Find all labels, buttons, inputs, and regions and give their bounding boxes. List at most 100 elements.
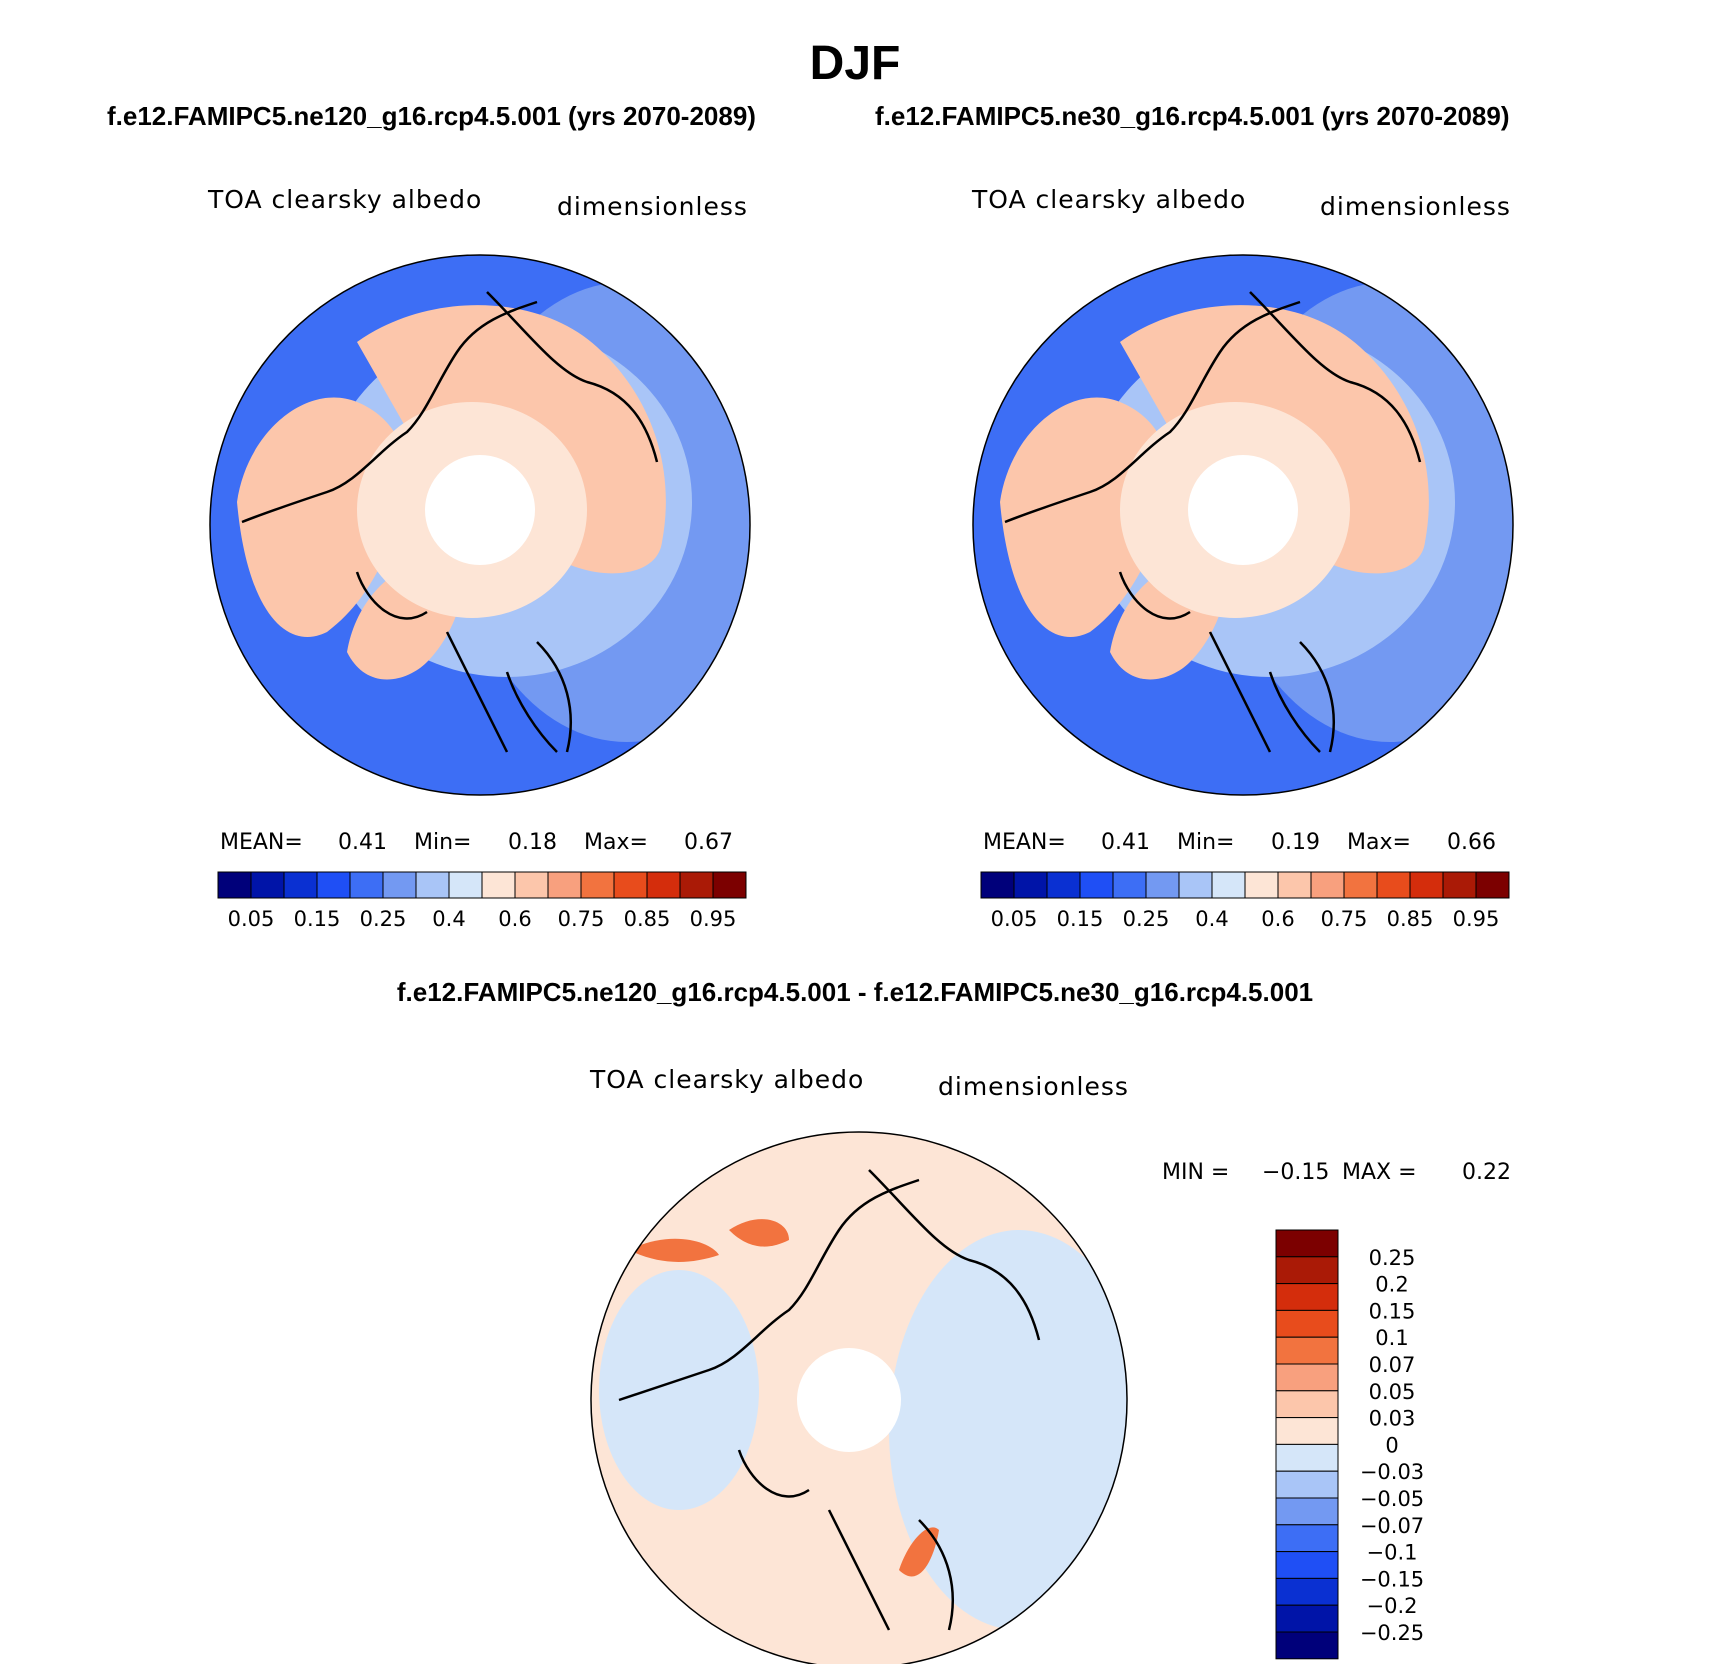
difference-colorbar-tick-label: −0.25 — [1360, 1621, 1424, 1645]
panel1-colorbar-swatch — [217, 871, 252, 899]
difference-colorbar-tick-label: 0.07 — [1369, 1353, 1416, 1377]
panel1-colorbar-tick-label: 0.05 — [228, 907, 275, 931]
panel2-colorbar-tick-label: 0.25 — [1123, 907, 1170, 931]
difference-colorbar-swatch — [1275, 1229, 1339, 1258]
difference-colorbar-swatch — [1275, 1363, 1339, 1392]
panel1-min-value: 0.18 — [508, 830, 557, 855]
difference-colorbar-tick-label: 0.1 — [1375, 1326, 1408, 1350]
difference-colorbar-tick-label: −0.15 — [1360, 1567, 1424, 1591]
pole-hole — [1188, 455, 1298, 565]
panel1-colorbar-swatch — [415, 871, 450, 899]
panel1-colorbar-tick-label: 0.75 — [558, 907, 605, 931]
panel1-polar-map — [209, 254, 751, 796]
panel1-mean-value: 0.41 — [338, 830, 387, 855]
panel2-colorbar-swatch — [1013, 871, 1048, 899]
panel2-colorbar-swatch — [1178, 871, 1213, 899]
panel1-colorbar-swatch — [250, 871, 285, 899]
difference-colorbar-tick-label: 0.03 — [1369, 1407, 1416, 1431]
pole-hole — [797, 1348, 901, 1452]
difference-colorbar-swatch — [1275, 1604, 1339, 1633]
panel1-colorbar-swatch — [316, 871, 351, 899]
difference-colorbar-swatch — [1275, 1443, 1339, 1472]
panel2-colorbar-swatch — [1079, 871, 1114, 899]
panel1-colorbar-swatch — [514, 871, 549, 899]
panel2-polar-map — [972, 254, 1514, 796]
panel2-colorbar-swatch — [1376, 871, 1411, 899]
panel1-colorbar-swatch — [712, 871, 747, 899]
difference-colorbar-swatch — [1275, 1390, 1339, 1419]
negative-field — [599, 1270, 759, 1510]
difference-colorbar-swatch — [1275, 1551, 1339, 1579]
panel1-colorbar: 0.05 0.15 0.25 0.4 0.6 0.75 0.85 0.95 — [217, 871, 747, 931]
panel2-mean-label: MEAN= — [983, 830, 1066, 855]
panel1-colorbar-swatch — [679, 871, 714, 899]
panel1-mean-label: MEAN= — [220, 830, 303, 855]
panel2-colorbar-tick-label: 0.6 — [1261, 907, 1294, 931]
panel1-colorbar-tick-label: 0.4 — [432, 907, 465, 931]
difference-colorbar-swatch — [1275, 1256, 1339, 1285]
negative-field — [889, 1230, 1127, 1630]
panel2-colorbar-swatch — [1112, 871, 1147, 899]
panel2-colorbar-tick-label: 0.85 — [1387, 907, 1434, 931]
panel2-colorbar-swatch — [1046, 871, 1081, 899]
panel1-colorbar-swatch — [283, 871, 318, 899]
panel1-colorbar-swatch — [481, 871, 516, 899]
panel2-colorbar-swatch — [980, 871, 1015, 899]
difference-colorbar-swatch — [1275, 1470, 1339, 1499]
panel3-min-label: MIN = — [1162, 1160, 1230, 1185]
panel2-min-label: Min= — [1177, 830, 1235, 855]
difference-colorbar-swatch — [1275, 1631, 1339, 1660]
panel2-colorbar-swatch — [1211, 871, 1246, 899]
panel2-max-value: 0.66 — [1447, 830, 1496, 855]
difference-colorbar-swatch — [1275, 1336, 1339, 1365]
panel1-max-value: 0.67 — [684, 830, 733, 855]
panel3-max-value: 0.22 — [1462, 1160, 1511, 1185]
coastline — [241, 291, 659, 753]
panel1-colorbar-swatch — [382, 871, 417, 899]
panel1-colorbar-tick-label: 0.85 — [624, 907, 671, 931]
difference-title: f.e12.FAMIPC5.ne120_g16.rcp4.5.001 - f.e… — [396, 977, 1314, 1007]
positive-field — [899, 1527, 939, 1577]
panel3-units-label: dimensionless — [938, 1072, 1129, 1101]
panel2-max-label: Max= — [1347, 830, 1411, 855]
figure-title: DJF — [809, 37, 901, 90]
positive-field — [729, 1219, 789, 1247]
difference-colorbar-swatch — [1275, 1577, 1339, 1606]
difference-colorbar-tick-label: 0.05 — [1369, 1380, 1416, 1404]
panel2-colorbar-swatch — [1277, 871, 1312, 899]
difference-colorbar-tick-label: 0 — [1385, 1433, 1398, 1457]
panel3-max-label: MAX = — [1342, 1160, 1417, 1185]
north-america-landmass — [1000, 397, 1172, 637]
difference-colorbar-swatch — [1275, 1524, 1339, 1553]
panel2-colorbar-tick-label: 0.75 — [1321, 907, 1368, 931]
panel3-polar-map — [590, 1131, 1128, 1664]
panel1-variable-label: TOA clearsky albedo — [208, 185, 483, 214]
positive-field — [629, 1238, 719, 1262]
case2-title: f.e12.FAMIPC5.ne30_g16.rcp4.5.001 (yrs 2… — [875, 101, 1510, 131]
panel1-min-label: Min= — [414, 830, 472, 855]
panel2-colorbar-tick-label: 0.95 — [1453, 907, 1500, 931]
difference-colorbar-tick-label: 0.25 — [1369, 1246, 1416, 1270]
difference-colorbar-tick-label: 0.2 — [1375, 1273, 1408, 1297]
difference-colorbar-tick-label: 0.15 — [1369, 1299, 1416, 1323]
panel2-colorbar-swatch — [1310, 871, 1345, 899]
panel1-colorbar-swatch — [646, 871, 681, 899]
panel2-colorbar-tick-label: 0.15 — [1057, 907, 1104, 931]
panel1-colorbar-swatch — [580, 871, 615, 899]
difference-colorbar-swatch — [1275, 1309, 1339, 1338]
panel3-variable-label: TOA clearsky albedo — [590, 1065, 865, 1094]
north-america-landmass — [237, 397, 409, 637]
difference-colorbar-swatch — [1275, 1417, 1339, 1445]
panel2-min-value: 0.19 — [1271, 830, 1320, 855]
panel2-colorbar-swatch — [1442, 871, 1477, 899]
difference-colorbar-tick-label: −0.07 — [1360, 1514, 1424, 1538]
coastline — [1004, 291, 1422, 753]
panel1-colorbar-swatch — [349, 871, 384, 899]
panel2-variable-label: TOA clearsky albedo — [972, 185, 1247, 214]
panel2-colorbar-swatch — [1145, 871, 1180, 899]
panel2-colorbar-tick-label: 0.4 — [1195, 907, 1228, 931]
panel1-colorbar-swatch — [448, 871, 483, 899]
difference-colorbar-tick-label: −0.05 — [1360, 1487, 1424, 1511]
panel3-min-value: −0.15 — [1262, 1160, 1330, 1185]
panel2-colorbar-swatch — [1409, 871, 1444, 899]
